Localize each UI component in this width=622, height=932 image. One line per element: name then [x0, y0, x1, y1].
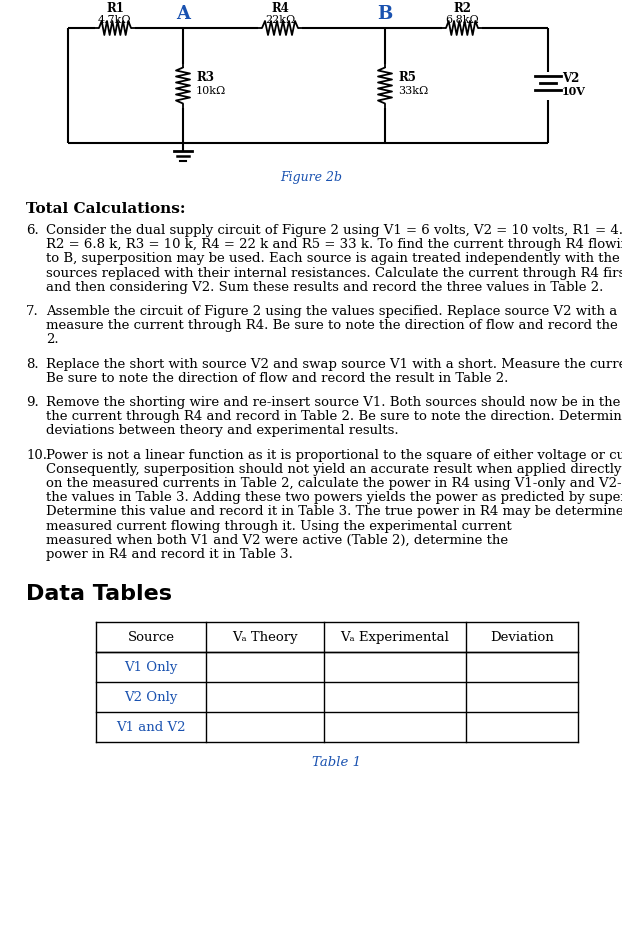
- Text: Assemble the circuit of Figure 2 using the values specified. Replace source V2 w: Assemble the circuit of Figure 2 using t…: [46, 305, 622, 318]
- Text: 6.8kΩ: 6.8kΩ: [445, 15, 479, 25]
- Text: the current through R4 and record in Table 2. Be sure to note the direction. Det: the current through R4 and record in Tab…: [46, 410, 622, 423]
- Text: Figure 2b: Figure 2b: [280, 171, 342, 184]
- Text: R2 = 6.8 k, R3 = 10 k, R4 = 22 k and R5 = 33 k. To find the current through R4 f: R2 = 6.8 k, R3 = 10 k, R4 = 22 k and R5 …: [46, 239, 622, 252]
- Text: Determine this value and record it in Table 3. The true power in R4 may be deter: Determine this value and record it in Ta…: [46, 505, 622, 518]
- Text: R2: R2: [453, 3, 471, 16]
- Text: Table 1: Table 1: [312, 756, 361, 769]
- Text: measured when both V1 and V2 were active (Table 2), determine the: measured when both V1 and V2 were active…: [46, 534, 508, 547]
- Text: power in R4 and record it in Table 3.: power in R4 and record it in Table 3.: [46, 548, 293, 561]
- Text: Replace the short with source V2 and swap source V1 with a short. Measure the cu: Replace the short with source V2 and swa…: [46, 358, 622, 371]
- Text: V1 and V2: V1 and V2: [116, 720, 186, 733]
- Text: V2: V2: [562, 72, 579, 85]
- Text: and then considering V2. Sum these results and record the three values in Table : and then considering V2. Sum these resul…: [46, 281, 603, 294]
- Text: 7.: 7.: [26, 305, 39, 318]
- Text: sources replaced with their internal resistances. Calculate the current through : sources replaced with their internal res…: [46, 267, 622, 280]
- Text: Vₐ Experimental: Vₐ Experimental: [341, 631, 450, 644]
- Text: 22kΩ: 22kΩ: [265, 15, 295, 25]
- Text: R4: R4: [271, 3, 289, 16]
- Text: Power is not a linear function as it is proportional to the square of either vol: Power is not a linear function as it is …: [46, 448, 622, 461]
- Text: on the measured currents in Table 2, calculate the power in R4 using V1-only and: on the measured currents in Table 2, cal…: [46, 477, 622, 490]
- Text: Total Calculations:: Total Calculations:: [26, 202, 185, 216]
- Text: R5: R5: [398, 71, 416, 84]
- Text: V2 Only: V2 Only: [124, 691, 178, 704]
- Text: measure the current through R4. Be sure to note the direction of flow and record: measure the current through R4. Be sure …: [46, 319, 622, 332]
- Text: R3: R3: [196, 71, 214, 84]
- Text: 10V: 10V: [562, 86, 586, 97]
- Text: Deviation: Deviation: [490, 631, 554, 644]
- Text: 33kΩ: 33kΩ: [398, 86, 429, 95]
- Text: deviations between theory and experimental results.: deviations between theory and experiment…: [46, 424, 399, 437]
- Text: 9.: 9.: [26, 396, 39, 409]
- Text: A: A: [176, 5, 190, 23]
- Text: 10kΩ: 10kΩ: [196, 86, 226, 95]
- Text: Vₐ Theory: Vₐ Theory: [232, 631, 298, 644]
- Text: Consider the dual supply circuit of Figure 2 using V1 = 6 volts, V2 = 10 volts, : Consider the dual supply circuit of Figu…: [46, 224, 622, 237]
- Text: Remove the shorting wire and re-insert source V1. Both sources should now be in : Remove the shorting wire and re-insert s…: [46, 396, 622, 409]
- Text: 2.: 2.: [46, 334, 58, 347]
- Text: Be sure to note the direction of flow and record the result in Table 2.: Be sure to note the direction of flow an…: [46, 372, 508, 385]
- Text: 4.7kΩ: 4.7kΩ: [98, 15, 132, 25]
- Text: Source: Source: [128, 631, 175, 644]
- Text: R1: R1: [106, 3, 124, 16]
- Text: to B, superposition may be used. Each source is again treated independently with: to B, superposition may be used. Each so…: [46, 253, 622, 266]
- Text: 10.: 10.: [26, 448, 47, 461]
- Text: the values in Table 3. Adding these two powers yields the power as predicted by : the values in Table 3. Adding these two …: [46, 491, 622, 504]
- Text: Consequently, superposition should not yield an accurate result when applied dir: Consequently, superposition should not y…: [46, 463, 622, 476]
- Text: measured current flowing through it. Using the experimental current: measured current flowing through it. Usi…: [46, 520, 512, 532]
- Text: 8.: 8.: [26, 358, 39, 371]
- Text: V1 Only: V1 Only: [124, 661, 178, 674]
- Text: Data Tables: Data Tables: [26, 584, 172, 604]
- Text: 6.: 6.: [26, 224, 39, 237]
- Text: B: B: [378, 5, 392, 23]
